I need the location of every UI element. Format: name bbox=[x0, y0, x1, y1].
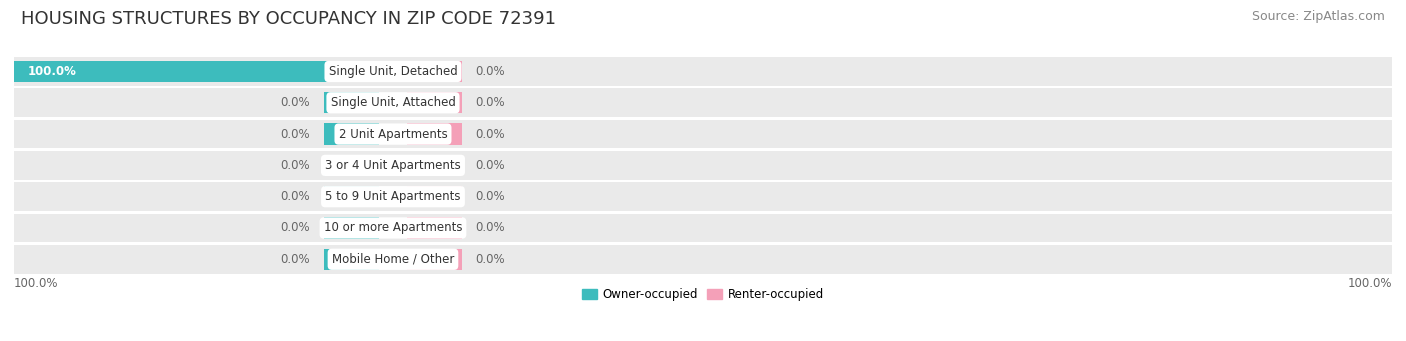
Text: 100.0%: 100.0% bbox=[14, 278, 59, 291]
Bar bbox=[406, 186, 463, 207]
Text: 0.0%: 0.0% bbox=[281, 222, 311, 235]
Bar bbox=[325, 249, 380, 270]
Bar bbox=[406, 217, 463, 239]
Bar bbox=[406, 155, 463, 176]
Text: 100.0%: 100.0% bbox=[1347, 278, 1392, 291]
Text: 0.0%: 0.0% bbox=[475, 96, 505, 109]
Bar bbox=[14, 61, 394, 82]
Bar bbox=[14, 120, 1392, 148]
Bar bbox=[406, 61, 463, 82]
Bar bbox=[14, 245, 1392, 273]
Text: 0.0%: 0.0% bbox=[475, 253, 505, 266]
Text: HOUSING STRUCTURES BY OCCUPANCY IN ZIP CODE 72391: HOUSING STRUCTURES BY OCCUPANCY IN ZIP C… bbox=[21, 10, 557, 28]
Text: 0.0%: 0.0% bbox=[281, 128, 311, 140]
Bar bbox=[325, 123, 380, 145]
Text: 3 or 4 Unit Apartments: 3 or 4 Unit Apartments bbox=[325, 159, 461, 172]
Text: Single Unit, Attached: Single Unit, Attached bbox=[330, 96, 456, 109]
Bar bbox=[325, 155, 380, 176]
Bar bbox=[14, 213, 1392, 242]
Bar bbox=[14, 182, 1392, 211]
Text: 10 or more Apartments: 10 or more Apartments bbox=[323, 222, 463, 235]
Text: Single Unit, Detached: Single Unit, Detached bbox=[329, 65, 457, 78]
Bar bbox=[325, 217, 380, 239]
Legend: Owner-occupied, Renter-occupied: Owner-occupied, Renter-occupied bbox=[582, 288, 824, 301]
Text: 5 to 9 Unit Apartments: 5 to 9 Unit Apartments bbox=[325, 190, 461, 203]
Text: 0.0%: 0.0% bbox=[281, 96, 311, 109]
Text: 0.0%: 0.0% bbox=[475, 65, 505, 78]
Text: 0.0%: 0.0% bbox=[281, 190, 311, 203]
Bar bbox=[406, 249, 463, 270]
Text: 100.0%: 100.0% bbox=[28, 65, 77, 78]
Text: 0.0%: 0.0% bbox=[475, 159, 505, 172]
Text: 0.0%: 0.0% bbox=[475, 128, 505, 140]
Text: 0.0%: 0.0% bbox=[281, 159, 311, 172]
Bar bbox=[14, 57, 1392, 86]
Text: Mobile Home / Other: Mobile Home / Other bbox=[332, 253, 454, 266]
Bar bbox=[325, 92, 380, 114]
Bar bbox=[14, 151, 1392, 180]
Text: 2 Unit Apartments: 2 Unit Apartments bbox=[339, 128, 447, 140]
Text: 0.0%: 0.0% bbox=[475, 222, 505, 235]
Bar bbox=[325, 186, 380, 207]
Bar bbox=[406, 123, 463, 145]
Bar bbox=[406, 92, 463, 114]
Text: Source: ZipAtlas.com: Source: ZipAtlas.com bbox=[1251, 10, 1385, 23]
Text: 0.0%: 0.0% bbox=[281, 253, 311, 266]
Text: 0.0%: 0.0% bbox=[475, 190, 505, 203]
Bar bbox=[14, 88, 1392, 117]
